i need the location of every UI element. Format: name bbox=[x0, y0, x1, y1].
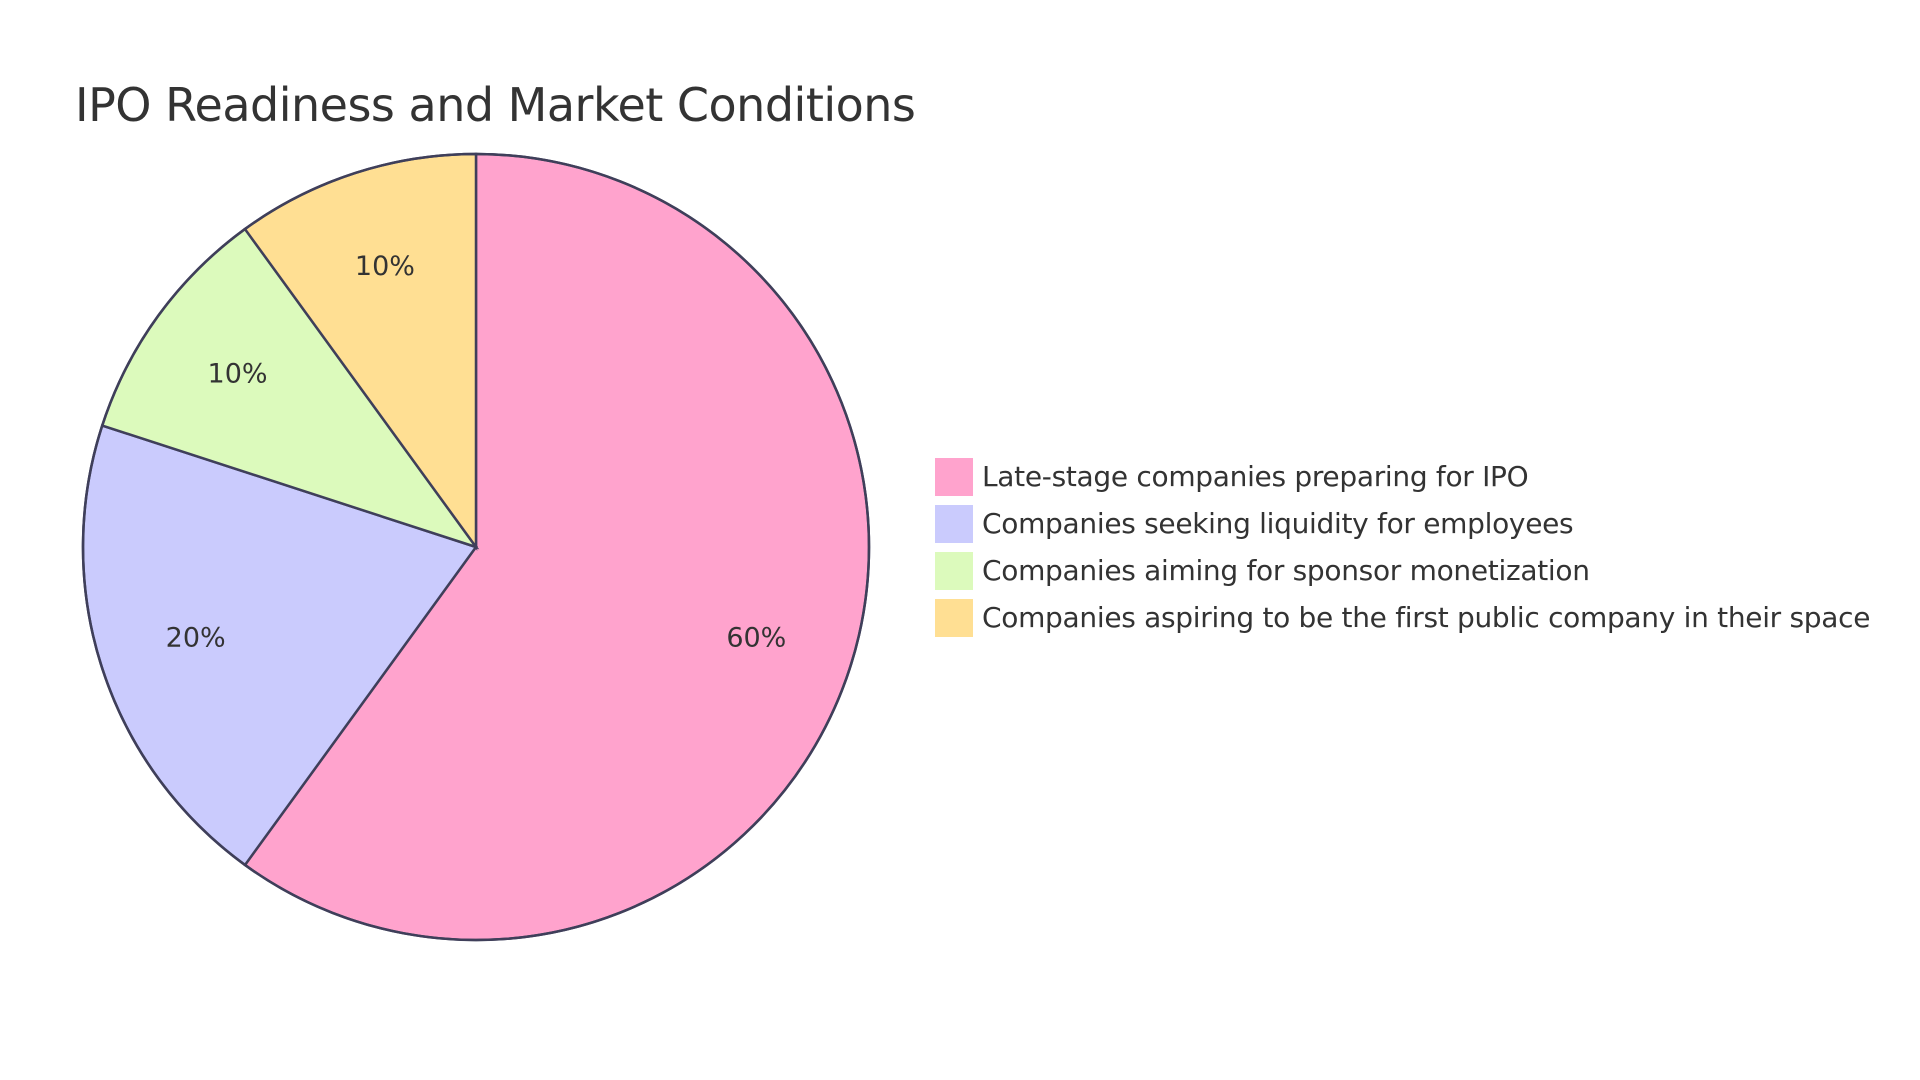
legend-item: Late-stage companies preparing for IPO bbox=[935, 453, 1870, 500]
legend-item: Companies aiming for sponsor monetizatio… bbox=[935, 547, 1870, 594]
legend-label: Late-stage companies preparing for IPO bbox=[982, 460, 1529, 493]
slice-label-late-stage: 60% bbox=[726, 623, 786, 654]
legend-label: Companies seeking liquidity for employee… bbox=[982, 507, 1574, 540]
chart-title: IPO Readiness and Market Conditions bbox=[75, 78, 916, 132]
legend-swatch-late-stage bbox=[935, 457, 973, 496]
legend-item: Companies seeking liquidity for employee… bbox=[935, 500, 1870, 547]
legend: Late-stage companies preparing for IPO C… bbox=[935, 453, 1870, 641]
legend-label: Companies aiming for sponsor monetizatio… bbox=[982, 554, 1590, 587]
legend-swatch-liquidity bbox=[935, 504, 973, 543]
pie-labels: 60% 20% 10% 10% bbox=[166, 251, 787, 653]
pie-outline bbox=[81, 152, 871, 942]
legend-item: Companies aspiring to be the first publi… bbox=[935, 594, 1870, 641]
slice-label-liquidity: 20% bbox=[166, 623, 226, 654]
legend-label: Companies aspiring to be the first publi… bbox=[982, 601, 1871, 634]
slice-label-sponsor: 10% bbox=[208, 358, 268, 389]
slice-label-first-public: 10% bbox=[355, 251, 415, 282]
pie-slices bbox=[81, 152, 871, 942]
legend-swatch-sponsor bbox=[935, 551, 973, 590]
legend-swatch-first-public bbox=[935, 598, 973, 637]
